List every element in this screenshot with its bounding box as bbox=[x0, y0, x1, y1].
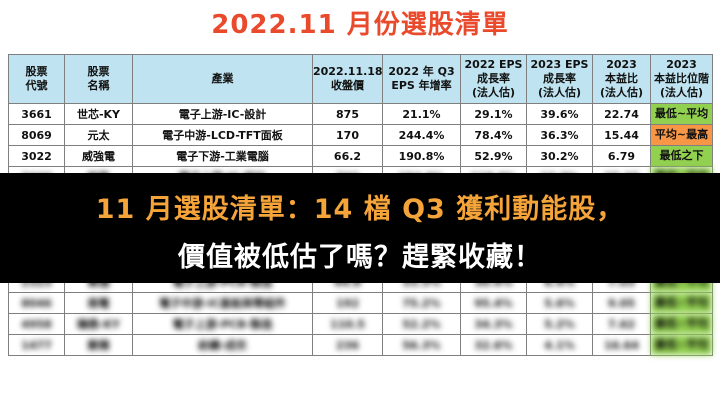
cell-eps22: 29.1% bbox=[460, 103, 527, 125]
column-header: 2023 本益比 (法人估) bbox=[592, 54, 651, 104]
headline-banner: 11 月選股清單：14 檔 Q3 獲利動能股， 價值被低估了嗎？趕緊收藏！ bbox=[0, 173, 720, 283]
cell-name: 世芯-KY bbox=[64, 103, 133, 125]
cell-eps22: 34.3% bbox=[460, 313, 527, 335]
column-header: 2023 本益比位階 (法人估) bbox=[650, 54, 713, 104]
cell-pe: 16.64 bbox=[592, 334, 651, 356]
cell-q3: 52.2% bbox=[382, 313, 461, 335]
cell-name: 威強電 bbox=[64, 145, 133, 167]
table-header-row: 股票 代號 股票 名稱 產業 2022.11.18 收盤價 2022 年 Q3 EPS 年增率 2… bbox=[8, 54, 713, 104]
cell-level: 最低~平均 bbox=[650, 292, 713, 314]
cell-eps23: 36.3% bbox=[526, 124, 593, 146]
table-row: 3022 威強電 電子下游-工業電腦 66.2 190.8% 52.9% 30.2% 6.79… bbox=[8, 145, 713, 167]
cell-level: 平均~最高 bbox=[650, 124, 713, 146]
column-header: 股票 名稱 bbox=[64, 54, 133, 104]
cell-eps23: 5.2% bbox=[526, 313, 593, 335]
level-badge: 平均~最高 bbox=[651, 125, 712, 145]
cell-eps23: 39.6% bbox=[526, 103, 593, 125]
column-header: 2023 EPS 成長率 (法人估) bbox=[526, 54, 593, 104]
cell-code: 4958 bbox=[8, 313, 65, 335]
level-badge: 最低~平均 bbox=[651, 314, 712, 334]
cell-q3: 56.3% bbox=[382, 334, 461, 356]
table-row: 1477 聚陽 紡織-成衣 236 56.3% 32.6% 4.1% 16.64 最低~平均 bbox=[8, 334, 713, 356]
cell-price: 170 bbox=[312, 124, 383, 146]
level-badge: 最低~平均 bbox=[651, 335, 712, 355]
cell-price: 66.2 bbox=[312, 145, 383, 167]
cell-level: 最低~平均 bbox=[650, 313, 713, 335]
cell-q3: 21.1% bbox=[382, 103, 461, 125]
cell-name: 南電 bbox=[64, 292, 133, 314]
cell-pe: 15.44 bbox=[592, 124, 651, 146]
cell-code: 1477 bbox=[8, 334, 65, 356]
column-header: 2022 年 Q3 EPS 年增率 bbox=[382, 54, 461, 104]
column-header: 2022.11.18 收盤價 bbox=[312, 54, 383, 104]
cell-level: 最低~平均 bbox=[650, 103, 713, 125]
cell-q3: 244.4% bbox=[382, 124, 461, 146]
cell-pe: 6.79 bbox=[592, 145, 651, 167]
cell-code: 3022 bbox=[8, 145, 65, 167]
level-badge: 最低之下 bbox=[651, 146, 712, 166]
cell-eps23: 4.1% bbox=[526, 334, 593, 356]
cell-name: 元太 bbox=[64, 124, 133, 146]
headline-line-2: 價值被低估了嗎？趕緊收藏！ bbox=[178, 242, 542, 273]
table-row: 8046 南電 電子中游-IC基板與零組件 192 75.2% 95.4% 5.6% 9.05… bbox=[8, 292, 713, 314]
cell-code: 3661 bbox=[8, 103, 65, 125]
cell-price: 192 bbox=[312, 292, 383, 314]
cell-code: 8046 bbox=[8, 292, 65, 314]
level-badge: 最低~平均 bbox=[651, 104, 712, 124]
cell-name: 聚陽 bbox=[64, 334, 133, 356]
headline-line-1: 11 月選股清單：14 檔 Q3 獲利動能股， bbox=[95, 194, 625, 225]
cell-pe: 9.05 bbox=[592, 292, 651, 314]
cell-price: 110.5 bbox=[312, 313, 383, 335]
cell-eps22: 95.4% bbox=[460, 292, 527, 314]
cell-industry: 電子下游-工業電腦 bbox=[132, 145, 313, 167]
cell-eps22: 78.4% bbox=[460, 124, 527, 146]
table-row: 3661 世芯-KY 電子上游-IC-設計 875 21.1% 29.1% 39.6% 22.… bbox=[8, 103, 713, 125]
cell-pe: 7.62 bbox=[592, 313, 651, 335]
cell-industry: 電子中游-IC基板與零組件 bbox=[132, 292, 313, 314]
cell-level: 最低之下 bbox=[650, 145, 713, 167]
cell-eps23: 5.6% bbox=[526, 292, 593, 314]
cell-industry: 電子上游-PCB-製造 bbox=[132, 313, 313, 335]
table-row: 4958 臻鼎-KY 電子上游-PCB-製造 110.5 52.2% 34.3% 5.2% 7… bbox=[8, 313, 713, 335]
cell-industry: 紡織-成衣 bbox=[132, 334, 313, 356]
cell-eps23: 30.2% bbox=[526, 145, 593, 167]
cell-price: 236 bbox=[312, 334, 383, 356]
level-badge: 最低~平均 bbox=[651, 293, 712, 313]
cell-eps22: 32.6% bbox=[460, 334, 527, 356]
cell-industry: 電子中游-LCD-TFT面板 bbox=[132, 124, 313, 146]
cell-code: 8069 bbox=[8, 124, 65, 146]
column-header: 股票 代號 bbox=[8, 54, 65, 104]
cell-name: 臻鼎-KY bbox=[64, 313, 133, 335]
cell-q3: 190.8% bbox=[382, 145, 461, 167]
cell-pe: 22.74 bbox=[592, 103, 651, 125]
cell-level: 最低~平均 bbox=[650, 334, 713, 356]
page-title: 2022.11 月份選股清單 bbox=[211, 10, 509, 40]
column-header: 2022 EPS 成長率 (法人估) bbox=[460, 54, 527, 104]
cell-industry: 電子上游-IC-設計 bbox=[132, 103, 313, 125]
cell-q3: 75.2% bbox=[382, 292, 461, 314]
table-row: 8069 元太 電子中游-LCD-TFT面板 170 244.4% 78.4% 36.3% 1… bbox=[8, 124, 713, 146]
column-header: 產業 bbox=[132, 54, 313, 104]
cell-price: 875 bbox=[312, 103, 383, 125]
cell-eps22: 52.9% bbox=[460, 145, 527, 167]
